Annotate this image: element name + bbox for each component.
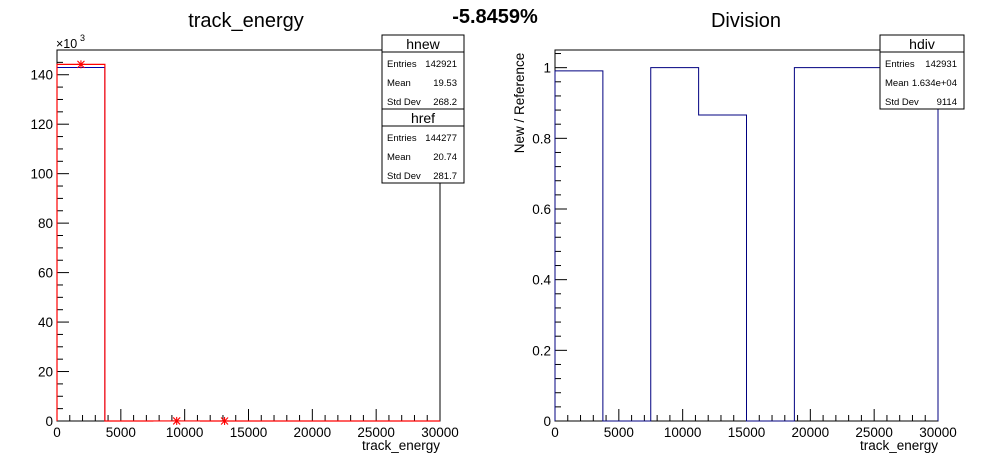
left-x-tick-label: 5000 bbox=[106, 425, 136, 440]
right-panel: Division track_energy New / Reference 0 5… bbox=[512, 10, 965, 453]
right-y-tick-label: 0.8 bbox=[532, 131, 551, 146]
left-x-axis-label: track_energy bbox=[362, 438, 440, 453]
left-series-href bbox=[56, 63, 440, 422]
left-y-multiplier: ×10 3 bbox=[56, 33, 85, 51]
left-stat-box-href: href Entries 144277 Mean 20.74 Std Dev 281.7 bbox=[381, 108, 465, 184]
stat-value: 142931 bbox=[925, 59, 957, 70]
stat-value: 20.74 bbox=[433, 152, 457, 163]
left-y-multiplier-exponent: 3 bbox=[80, 33, 85, 43]
stat-label: Mean bbox=[885, 78, 909, 89]
left-y-multiplier-base: ×10 bbox=[56, 37, 77, 51]
left-y-tick-label: 0 bbox=[45, 414, 53, 429]
right-x-tick-label: 5000 bbox=[604, 425, 634, 440]
right-x-tick-label: 0 bbox=[551, 425, 559, 440]
left-y-tick-label: 20 bbox=[38, 365, 53, 380]
right-y-axis-label: New / Reference bbox=[512, 53, 527, 154]
right-y-tick-label: 0.4 bbox=[532, 273, 551, 288]
percent-difference-label: -5.8459% bbox=[452, 6, 538, 28]
left-stat-box-hnew: hnew Entries 142921 Mean 19.53 Std Dev 268.2 bbox=[381, 34, 465, 110]
stat-value: 142921 bbox=[425, 59, 457, 70]
stat-label: Entries bbox=[885, 59, 915, 70]
stat-box-title: href bbox=[411, 110, 435, 126]
left-marker-href bbox=[220, 416, 229, 425]
right-x-tick-label: 20000 bbox=[792, 425, 830, 440]
left-marker-href bbox=[172, 416, 181, 425]
stat-value: 1.634e+04 bbox=[912, 78, 957, 89]
stat-label: Std Dev bbox=[387, 97, 421, 108]
stat-value: 281.7 bbox=[433, 171, 457, 182]
left-y-tick-label: 40 bbox=[38, 315, 53, 330]
left-y-tick-label: 80 bbox=[38, 216, 53, 231]
stat-label: Entries bbox=[387, 133, 417, 144]
left-x-tick-label: 10000 bbox=[166, 425, 204, 440]
stat-value: 144277 bbox=[425, 133, 457, 144]
right-chart-title: Division bbox=[711, 10, 781, 32]
stat-label: Mean bbox=[387, 152, 411, 163]
stat-value: 9114 bbox=[937, 97, 957, 108]
left-chart-title: track_energy bbox=[188, 10, 304, 32]
right-x-tick-label: 10000 bbox=[664, 425, 702, 440]
stat-value: 19.53 bbox=[433, 78, 457, 89]
stat-box-frame bbox=[381, 108, 465, 184]
stat-label: Std Dev bbox=[387, 171, 421, 182]
stat-label: Entries bbox=[387, 59, 417, 70]
left-x-tick-label: 15000 bbox=[230, 425, 268, 440]
left-marker-href bbox=[76, 60, 85, 69]
left-x-tick-label: 30000 bbox=[421, 425, 459, 440]
left-x-tick-label: 0 bbox=[53, 425, 61, 440]
left-x-tick-label: 25000 bbox=[357, 425, 395, 440]
right-x-tick-label: 30000 bbox=[919, 425, 957, 440]
stat-label: Std Dev bbox=[885, 97, 919, 108]
stat-label: Mean bbox=[387, 78, 411, 89]
right-y-tick-label: 0 bbox=[543, 414, 551, 429]
right-x-tick-label: 15000 bbox=[728, 425, 766, 440]
left-x-tick-label: 20000 bbox=[294, 425, 332, 440]
right-series-hdiv bbox=[554, 67, 939, 422]
left-y-tick-label: 100 bbox=[30, 167, 53, 182]
stat-box-frame bbox=[381, 34, 465, 110]
left-y-tick-label: 60 bbox=[38, 266, 53, 281]
right-x-axis-label: track_energy bbox=[860, 438, 938, 453]
left-y-tick-label: 140 bbox=[30, 68, 53, 83]
stat-box-frame bbox=[879, 34, 965, 110]
stat-value: 268.2 bbox=[433, 97, 457, 108]
right-stat-box-hdiv: hdiv Entries 142931 Mean 1.634e+04 Std Dev 911… bbox=[879, 34, 965, 110]
right-x-tick-label: 25000 bbox=[855, 425, 893, 440]
left-y-tick-label: 120 bbox=[30, 117, 53, 132]
stat-box-title: hdiv bbox=[909, 36, 935, 52]
left-panel: track_energy track_energy ×10 3 0 5000 100… bbox=[30, 10, 465, 453]
right-y-tick-label: 0.2 bbox=[532, 343, 551, 358]
stat-box-title: hnew bbox=[406, 36, 440, 52]
right-y-tick-label: 0.6 bbox=[532, 202, 551, 217]
right-y-tick-label: 1 bbox=[543, 61, 551, 76]
